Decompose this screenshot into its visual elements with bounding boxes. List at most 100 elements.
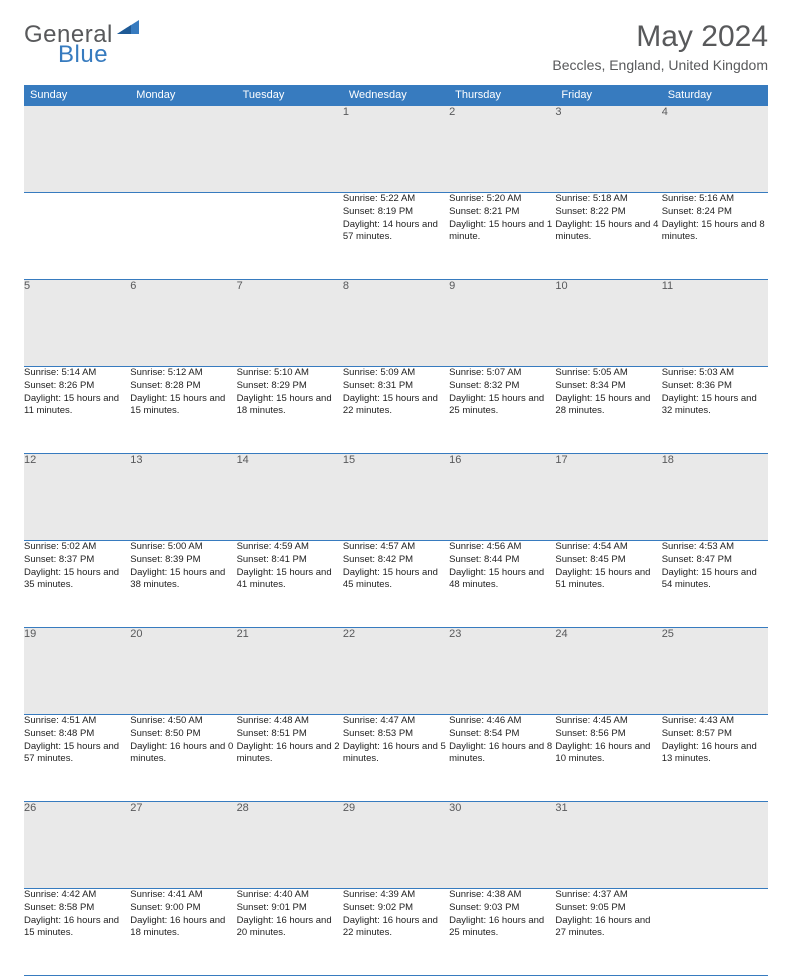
day-number-cell: 19: [24, 628, 130, 715]
sunset-line: Sunset: 8:37 PM: [24, 554, 94, 565]
sunrise-line: Sunrise: 5:18 AM: [555, 193, 627, 204]
sunrise-line: Sunrise: 5:05 AM: [555, 367, 627, 378]
daylight-line: Daylight: 16 hours and 0 minutes.: [130, 741, 233, 765]
month-title: May 2024: [552, 20, 768, 53]
day-number-cell: 9: [449, 280, 555, 367]
sunset-line: Sunset: 8:48 PM: [24, 728, 94, 739]
daylight-line: Daylight: 16 hours and 20 minutes.: [237, 915, 332, 939]
daylight-line: Daylight: 16 hours and 13 minutes.: [662, 741, 757, 765]
day-content-cell: Sunrise: 5:20 AMSunset: 8:21 PMDaylight:…: [449, 193, 555, 280]
day-content-cell: Sunrise: 5:16 AMSunset: 8:24 PMDaylight:…: [662, 193, 768, 280]
sunset-line: Sunset: 9:01 PM: [237, 902, 307, 913]
sunset-line: Sunset: 8:26 PM: [24, 380, 94, 391]
sunrise-line: Sunrise: 4:40 AM: [237, 889, 309, 900]
day-content-cell: Sunrise: 4:50 AM Sunset: 8:50 PM Daylight:…: [130, 715, 236, 802]
daylight-line: Daylight: 15 hours and 22 minutes.: [343, 393, 438, 417]
sunset-line: Sunset: 9:02 PM: [343, 902, 413, 913]
day-number-cell: 4: [662, 106, 768, 193]
day-number-cell: 28: [237, 802, 343, 889]
sunrise-line: Sunrise: 4:38 AM: [449, 889, 521, 900]
day-content-cell: Sunrise: 4:41 AMSunset: 9:00 PMDaylight:…: [130, 889, 236, 976]
sunrise-line: Sunrise: 5:14 AM: [24, 367, 96, 378]
daylight-line: Daylight: 15 hours and 35 minutes.: [24, 567, 119, 591]
sunrise-line: Sunrise: 5:10 AM: [237, 367, 309, 378]
title-block: May 2024 Beccles, England, United Kingdo…: [552, 20, 768, 73]
daylight-line: Daylight: 15 hours and 18 minutes.: [237, 393, 332, 417]
day-content-cell: Sunrise: 4:47 AMSunset: 8:53 PMDaylight:…: [343, 715, 449, 802]
day-content-cell: Sunrise: 5:12 AMSunset: 8:28 PMDaylight:…: [130, 367, 236, 454]
daylight-line: Daylight: 15 hours and 57 minutes.: [24, 741, 119, 765]
sunset-line: Sunset: 8:19 PM: [343, 206, 413, 217]
sunset-line: Sunset: 8:54 PM: [449, 728, 519, 739]
day-number-cell: [130, 106, 236, 193]
day-number-cell: 23: [449, 628, 555, 715]
day-content-cell: Sunrise: 4:53 AMSunset: 8:47 PMDaylight:…: [662, 541, 768, 628]
sunset-line: Sunset: 8:51 PM: [237, 728, 307, 739]
daylight-line: Daylight: 15 hours and 11 minutes.: [24, 393, 119, 417]
day-number-cell: 18: [662, 454, 768, 541]
daylight-line: Daylight: 16 hours and 10 minutes.: [555, 741, 650, 765]
sunrise-line: Sunrise: 4:57 AM: [343, 541, 415, 552]
daylight-line: Daylight: 16 hours and 5 minutes.: [343, 741, 446, 765]
sunrise-line: Sunrise: 5:07 AM: [449, 367, 521, 378]
daylight-line: Daylight: 15 hours and 45 minutes.: [343, 567, 438, 591]
sunset-line: Sunset: 8:45 PM: [555, 554, 625, 565]
day-content-row: Sunrise: 4:51 AMSunset: 8:48 PMDaylight:…: [24, 715, 768, 802]
sunset-line: Sunset: 8:31 PM: [343, 380, 413, 391]
day-number-cell: 15: [343, 454, 449, 541]
day-content-cell: Sunrise: 5:10 AMSunset: 8:29 PMDaylight:…: [237, 367, 343, 454]
daylight-line: Daylight: 16 hours and 15 minutes.: [24, 915, 119, 939]
day-number-row: 12131415161718: [24, 454, 768, 541]
day-content-cell: Sunrise: 4:59 AMSunset: 8:41 PMDaylight:…: [237, 541, 343, 628]
day-number-cell: 16: [449, 454, 555, 541]
day-number-cell: [237, 106, 343, 193]
day-content-cell: Sunrise: 4:43 AMSunset: 8:57 PMDaylight:…: [662, 715, 768, 802]
day-number-cell: 6: [130, 280, 236, 367]
daylight-line: Daylight: 15 hours and 25 minutes.: [449, 393, 544, 417]
sunrise-line: Sunrise: 5:16 AM: [662, 193, 734, 204]
logo-wordmark: General Blue: [24, 20, 139, 77]
sunset-line: Sunset: 8:50 PM: [130, 728, 200, 739]
day-number-row: 262728293031: [24, 802, 768, 889]
day-number-row: 1234: [24, 106, 768, 193]
weekday-header-cell: Friday: [555, 85, 661, 106]
sunrise-line: Sunrise: 4:39 AM: [343, 889, 415, 900]
day-number-cell: 7: [237, 280, 343, 367]
sunrise-line: Sunrise: 4:50 AM: [130, 715, 202, 726]
day-content-cell: Sunrise: 4:40 AM Sunset: 9:01 PM Daylight:…: [237, 889, 343, 976]
calendar-page: General Blue May 2024 Beccles, England, …: [0, 0, 792, 612]
day-number-cell: 10: [555, 280, 661, 367]
day-content-cell: Sunrise: 4:48 AMSunset: 8:51 PMDaylight:…: [237, 715, 343, 802]
day-content-cell: Sunrise: 5:03 AMSunset: 8:36 PMDaylight:…: [662, 367, 768, 454]
sunset-line: Sunset: 8:21 PM: [449, 206, 519, 217]
sunrise-line: Sunrise: 4:47 AM: [343, 715, 415, 726]
day-content-cell: [130, 193, 236, 280]
day-number-row: 19202122232425: [24, 628, 768, 715]
sunset-line: Sunset: 8:22 PM: [555, 206, 625, 217]
day-content-row: Sunrise: 5:02 AMSunset: 8:37 PMDaylight:…: [24, 541, 768, 628]
weekday-header-cell: Tuesday: [237, 85, 343, 106]
sunrise-line: Sunrise: 4:37 AM: [555, 889, 627, 900]
sunrise-line: Sunrise: 5:03 AM: [662, 367, 734, 378]
daylight-line: Daylight: 16 hours and 8 minutes.: [449, 741, 552, 765]
sunrise-line: Sunrise: 5:12 AM: [130, 367, 202, 378]
logo-text-blue: Blue: [58, 41, 108, 68]
day-content-cell: [24, 193, 130, 280]
sunset-line: Sunset: 8:34 PM: [555, 380, 625, 391]
day-content-cell: Sunrise: 4:56 AMSunset: 8:44 PMDaylight:…: [449, 541, 555, 628]
day-number-cell: 27: [130, 802, 236, 889]
sunset-line: Sunset: 9:05 PM: [555, 902, 625, 913]
day-content-row: Sunrise: 4:42 AMSunset: 8:58 PMDaylight:…: [24, 889, 768, 976]
daylight-line: Daylight: 15 hours and 38 minutes.: [130, 567, 225, 591]
weekday-header-cell: Wednesday: [343, 85, 449, 106]
sunrise-line: Sunrise: 4:43 AM: [662, 715, 734, 726]
daylight-line: Daylight: 15 hours and 4 minutes.: [555, 219, 658, 243]
sunset-line: Sunset: 8:39 PM: [130, 554, 200, 565]
sunset-line: Sunset: 8:41 PM: [237, 554, 307, 565]
weekday-header-cell: Thursday: [449, 85, 555, 106]
day-number-cell: 11: [662, 280, 768, 367]
day-number-cell: [24, 106, 130, 193]
day-number-cell: 1: [343, 106, 449, 193]
sunrise-line: Sunrise: 4:48 AM: [237, 715, 309, 726]
calendar-body: 1234Sunrise: 5:22 AMSunset: 8:19 PMDayli…: [24, 106, 768, 976]
